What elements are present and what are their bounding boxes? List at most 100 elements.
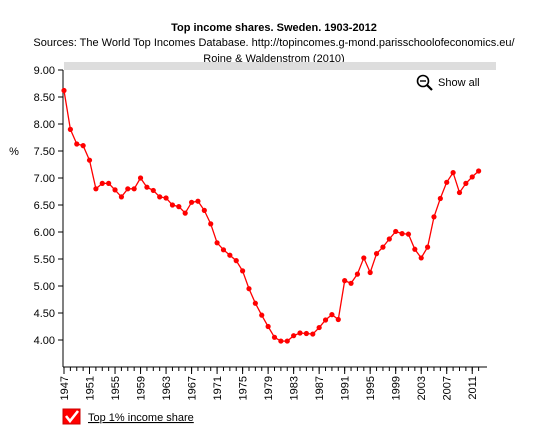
data-point xyxy=(291,333,297,339)
show-all-button[interactable]: Show all xyxy=(416,74,480,91)
data-point xyxy=(271,334,278,340)
data-point xyxy=(310,331,316,337)
x-tick-label: 1959 xyxy=(136,376,148,400)
data-point xyxy=(137,175,144,181)
y-tick-label: 7.00 xyxy=(34,173,55,185)
x-tick-label: 1947 xyxy=(59,376,71,400)
data-point xyxy=(74,141,80,147)
data-point xyxy=(316,324,322,331)
data-point xyxy=(99,180,105,186)
data-point xyxy=(131,186,137,192)
data-point xyxy=(463,180,469,186)
data-point xyxy=(118,194,125,200)
data-point xyxy=(386,236,392,242)
data-point xyxy=(144,184,150,190)
y-tick-label: 5.00 xyxy=(34,281,55,293)
data-point xyxy=(424,244,431,250)
data-point xyxy=(373,251,380,257)
y-tick-label: 4.00 xyxy=(34,335,55,347)
x-tick-label: 1975 xyxy=(238,376,250,400)
data-point xyxy=(150,187,156,194)
data-point xyxy=(469,174,475,180)
data-point xyxy=(399,231,405,237)
data-point xyxy=(157,194,163,200)
data-point xyxy=(125,186,131,192)
data-point xyxy=(112,187,118,193)
y-tick-label: 5.50 xyxy=(34,254,55,266)
data-point xyxy=(380,244,386,250)
data-point xyxy=(195,198,201,204)
data-point xyxy=(297,330,303,336)
data-point xyxy=(405,231,412,237)
data-point xyxy=(214,240,220,246)
y-tick-label: 9.00 xyxy=(34,65,55,77)
data-point xyxy=(322,317,329,323)
x-tick-label: 1967 xyxy=(187,376,199,400)
data-point xyxy=(67,126,73,132)
data-point xyxy=(201,207,207,213)
x-tick-label: 1987 xyxy=(314,376,326,400)
data-point xyxy=(265,323,271,330)
data-point xyxy=(476,168,482,174)
x-tick-label: 1995 xyxy=(365,376,377,400)
x-tick-label: 1983 xyxy=(289,376,301,400)
data-point xyxy=(431,214,437,220)
x-tick-label: 1963 xyxy=(161,376,173,400)
x-tick-label: 2011 xyxy=(467,376,479,400)
data-point xyxy=(252,300,258,306)
y-tick-label: 7.50 xyxy=(34,146,55,158)
data-point xyxy=(61,87,67,94)
data-point xyxy=(227,252,233,258)
data-point xyxy=(163,195,169,201)
data-point xyxy=(182,210,188,216)
data-point xyxy=(437,195,443,202)
data-point xyxy=(278,338,284,344)
data-point xyxy=(284,338,290,344)
data-point xyxy=(342,278,348,284)
data-point xyxy=(367,269,373,276)
chart-subtitle-line-1: Sources: The World Top Incomes Database.… xyxy=(33,37,515,49)
data-point xyxy=(246,286,252,292)
data-point xyxy=(393,228,399,235)
data-point xyxy=(354,271,361,277)
y-tick-label: 8.00 xyxy=(34,119,55,131)
y-axis-label: % xyxy=(9,146,19,158)
data-point xyxy=(335,316,341,323)
y-tick-label: 4.50 xyxy=(34,308,55,320)
x-tick-label: 1979 xyxy=(263,376,275,400)
show-all-label: Show all xyxy=(438,77,480,89)
data-point xyxy=(450,170,456,176)
zoom-out-magnifier-icon xyxy=(416,74,433,91)
data-point xyxy=(361,255,367,261)
legend[interactable]: Top 1% income share xyxy=(62,408,194,425)
x-tick-label: 1951 xyxy=(85,376,97,400)
x-tick-label: 2003 xyxy=(416,376,428,400)
data-point xyxy=(303,330,309,337)
data-point xyxy=(456,189,463,196)
legend-checkbox[interactable] xyxy=(62,408,81,425)
zoom-bar xyxy=(64,62,496,70)
data-point xyxy=(220,247,227,253)
data-point xyxy=(348,280,354,286)
data-point xyxy=(169,202,176,208)
data-point xyxy=(86,157,93,163)
chart-title: Top income shares. Sweden. 1903-2012 xyxy=(171,22,377,34)
x-tick-label: 1971 xyxy=(212,376,224,400)
data-point xyxy=(412,246,418,252)
y-tick-label: 6.50 xyxy=(34,200,55,212)
data-point xyxy=(188,199,195,205)
data-point xyxy=(233,258,239,264)
y-tick-label: 6.00 xyxy=(34,227,55,239)
checkmark-icon xyxy=(64,410,80,424)
data-point xyxy=(80,143,86,149)
data-point xyxy=(329,312,335,318)
x-tick-label: 2007 xyxy=(442,376,454,400)
legend-label[interactable]: Top 1% income share xyxy=(88,412,194,424)
x-tick-label: 1991 xyxy=(340,376,352,400)
data-point xyxy=(208,221,214,227)
data-point xyxy=(106,180,112,186)
data-point xyxy=(259,312,265,318)
data-point xyxy=(93,186,99,192)
x-tick-label: 1999 xyxy=(391,376,403,400)
